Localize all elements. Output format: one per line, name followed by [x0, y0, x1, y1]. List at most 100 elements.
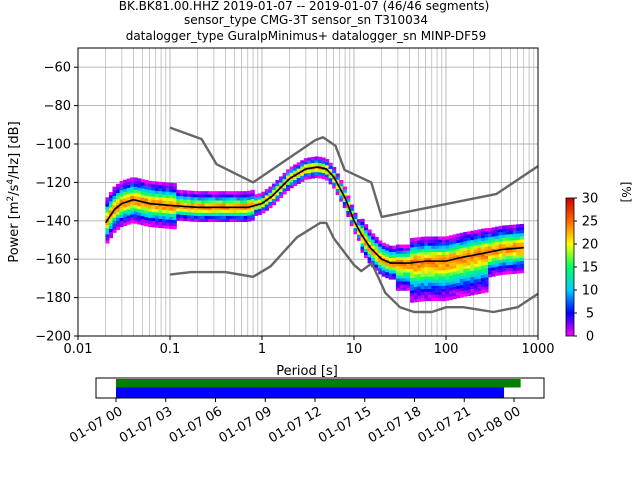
density-cell — [516, 233, 521, 237]
density-cell — [374, 267, 379, 271]
density-cell — [183, 208, 188, 212]
density-cell — [445, 276, 450, 280]
density-cell — [186, 196, 192, 200]
density-cell — [201, 191, 206, 195]
density-cell — [449, 241, 454, 245]
density-cell — [512, 264, 517, 268]
density-cell — [317, 162, 323, 167]
density-cell — [505, 237, 510, 241]
density-cell — [144, 216, 149, 221]
density-cell — [480, 244, 486, 248]
density-cell — [116, 189, 121, 194]
density-cell — [417, 252, 422, 256]
density-cell — [434, 276, 440, 280]
density-cell — [296, 162, 301, 166]
density-cell — [169, 216, 174, 220]
density-cell — [431, 257, 436, 262]
density-cell — [413, 283, 418, 287]
density-cell — [406, 281, 411, 285]
density-cell — [310, 169, 316, 173]
density-cell — [427, 239, 432, 243]
density-cell — [183, 196, 188, 200]
density-cell — [473, 269, 478, 274]
density-cell — [225, 194, 230, 198]
density-cell — [105, 221, 110, 226]
density-cell — [452, 277, 457, 281]
density-cell — [162, 185, 167, 189]
density-cell — [186, 215, 192, 219]
density-cell — [484, 271, 489, 275]
density-cell — [321, 169, 326, 174]
density-cell — [381, 255, 386, 259]
density-cell — [399, 287, 404, 291]
density-cell — [261, 191, 266, 195]
density-cell — [488, 274, 493, 278]
density-cell — [459, 269, 464, 273]
density-cell — [424, 254, 429, 259]
density-cell — [470, 279, 475, 284]
density-cell — [459, 291, 464, 295]
density-cell — [480, 268, 486, 272]
density-cell — [463, 268, 468, 273]
density-cell — [402, 269, 408, 273]
density-cell — [473, 263, 478, 268]
density-cell — [335, 188, 340, 193]
density-cell — [271, 189, 277, 193]
density-cell — [367, 250, 372, 255]
density-cell — [204, 218, 209, 223]
density-cell — [406, 256, 411, 261]
density-cell — [378, 271, 383, 275]
density-cell — [385, 256, 390, 260]
density-cell — [236, 200, 241, 204]
density-cell — [445, 282, 450, 286]
density-cell — [498, 225, 503, 230]
density-cell — [165, 191, 170, 195]
density-cell — [144, 186, 149, 190]
density-cell — [477, 247, 482, 252]
density-cell — [222, 212, 227, 216]
density-cell — [250, 211, 255, 215]
density-cell — [505, 240, 510, 244]
density-cell — [484, 261, 489, 265]
density-cell — [236, 215, 241, 219]
density-cell — [130, 192, 135, 196]
density-cell — [395, 287, 401, 291]
density-cell — [367, 235, 372, 239]
density-cell — [346, 201, 351, 205]
density-cell — [438, 297, 443, 302]
density-cell — [495, 232, 500, 236]
density-cell — [339, 192, 344, 196]
density-cell — [183, 193, 188, 197]
density-cell — [484, 252, 489, 256]
density-cell — [137, 193, 142, 197]
density-cell — [420, 295, 425, 299]
density-cell — [441, 254, 447, 259]
density-cell — [438, 288, 443, 292]
density-cell — [445, 245, 450, 249]
density-cell — [431, 291, 436, 295]
density-cell — [268, 204, 273, 209]
density-cell — [158, 184, 163, 189]
density-cell — [218, 191, 223, 195]
density-cell — [473, 251, 478, 255]
density-cell — [176, 211, 181, 215]
density-cell — [449, 259, 454, 264]
density-cell — [402, 244, 408, 248]
density-cell — [123, 210, 128, 214]
density-cell — [438, 294, 443, 299]
density-cell — [154, 187, 160, 191]
density-cell — [473, 276, 478, 280]
y-tick-label: −100 — [35, 138, 71, 153]
density-cell — [445, 285, 450, 289]
density-cell — [218, 215, 223, 219]
density-cell — [410, 287, 415, 291]
density-cell — [406, 272, 411, 276]
density-cell — [335, 185, 340, 189]
density-cell — [424, 294, 429, 299]
density-cell — [488, 264, 493, 269]
density-cell — [402, 284, 408, 288]
density-cell — [434, 264, 440, 268]
data-used-bar — [116, 387, 505, 398]
density-cell — [254, 206, 259, 210]
density-cell — [417, 243, 422, 247]
